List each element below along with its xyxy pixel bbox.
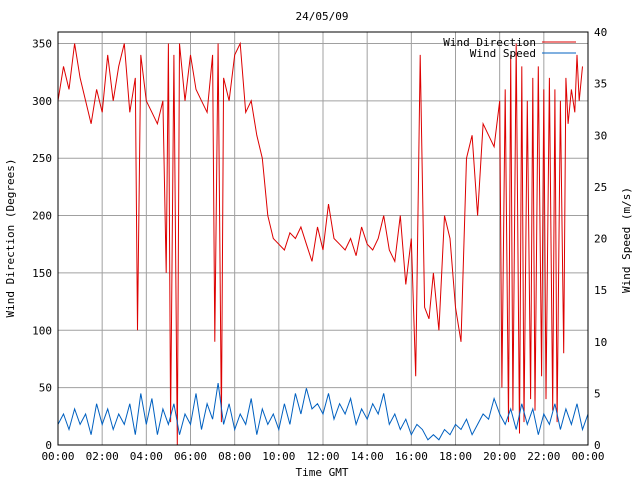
- x-tick-label: 20:00: [483, 450, 516, 463]
- chart-title: 24/05/09: [296, 10, 349, 23]
- y2-tick-label: 25: [594, 181, 607, 194]
- y2-tick-label: 20: [594, 233, 607, 246]
- x-tick-label: 06:00: [174, 450, 207, 463]
- plot-frame: [57, 31, 589, 446]
- x-tick-label: 04:00: [130, 450, 163, 463]
- y-tick-label: 100: [32, 324, 52, 337]
- x-tick-label: 00:00: [41, 450, 74, 463]
- x-tick-label: 02:00: [86, 450, 119, 463]
- series-group: [57, 41, 589, 446]
- x-tick-label: 14:00: [351, 450, 384, 463]
- y-tick-label: 250: [32, 152, 52, 165]
- wind-direction-line: [57, 41, 583, 446]
- legend-label-wind-direction: Wind Direction: [443, 36, 536, 49]
- x-tick-label: 00:00: [571, 450, 604, 463]
- y2-tick-label: 15: [594, 284, 607, 297]
- tick-labels: 00:00 02:00 04:00 06:00 08:00 10:00 12:00 14:00…: [32, 26, 607, 463]
- y-tick-label: 300: [32, 95, 52, 108]
- x-tick-label: 22:00: [527, 450, 560, 463]
- x-tick-label: 10:00: [262, 450, 295, 463]
- y2-tick-label: 10: [594, 336, 607, 349]
- y2-axis-label: Wind Speed (m/s): [620, 187, 633, 293]
- x-axis-label: Time GMT: [296, 466, 349, 479]
- y2-tick-label: 30: [594, 129, 607, 142]
- x-tick-label: 16:00: [395, 450, 428, 463]
- y-tick-label: 0: [45, 439, 52, 452]
- legend: Wind Direction Wind Speed: [443, 36, 576, 60]
- y2-tick-label: 40: [594, 26, 607, 39]
- y-axis-label: Wind Direction (Degrees): [4, 159, 17, 318]
- x-tick-label: 12:00: [306, 450, 339, 463]
- y-tick-label: 50: [39, 382, 52, 395]
- y-tick-label: 150: [32, 267, 52, 280]
- y-tick-label: 200: [32, 210, 52, 223]
- x-tick-label: 18:00: [439, 450, 472, 463]
- y2-tick-label: 0: [594, 439, 601, 452]
- y2-tick-label: 35: [594, 78, 607, 91]
- wind-speed-line: [57, 383, 589, 441]
- legend-label-wind-speed: Wind Speed: [470, 47, 536, 60]
- y2-tick-label: 5: [594, 387, 601, 400]
- y-tick-label: 350: [32, 37, 52, 50]
- x-tick-label: 08:00: [218, 450, 251, 463]
